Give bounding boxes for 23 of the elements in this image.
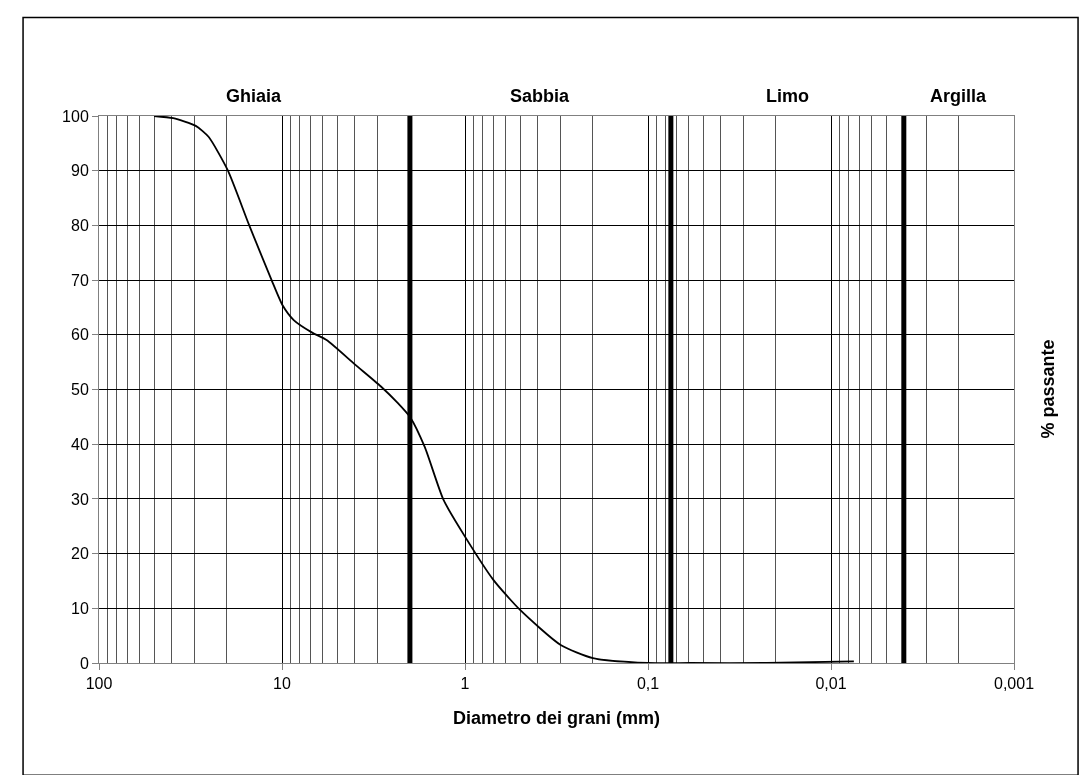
x-tick-label: 0,01 [815, 675, 847, 693]
text: Ghiaia [226, 86, 283, 106]
y-tick-label: 100 [62, 107, 89, 125]
y-tick-label: 70 [71, 271, 89, 289]
y-tick-label: 60 [71, 326, 89, 344]
text: Argilla [930, 86, 987, 106]
text: Limo [766, 86, 809, 106]
y-tick-label: 30 [71, 490, 89, 508]
y-tick-label: 90 [71, 162, 89, 180]
y-tick-label: 0 [79, 654, 89, 672]
x-axis-title: Diametro dei grani (mm) [452, 708, 661, 729]
y-tick-label: 20 [71, 545, 89, 563]
y-tick-label: 50 [71, 381, 89, 399]
y-tick-label: 80 [71, 217, 89, 234]
y-tick-label: 10 [71, 599, 89, 617]
x-tick-label: 1 [460, 675, 470, 693]
text: Sabbia [510, 86, 571, 106]
x-tick-label: 0,001 [993, 675, 1035, 693]
y-axis-title: % passante [1037, 339, 1058, 439]
x-tick-label: 10 [273, 675, 291, 693]
x-tick-label: 100 [85, 675, 113, 693]
y-tick-label: 40 [71, 435, 89, 453]
x-tick-label: 0,1 [636, 675, 660, 693]
